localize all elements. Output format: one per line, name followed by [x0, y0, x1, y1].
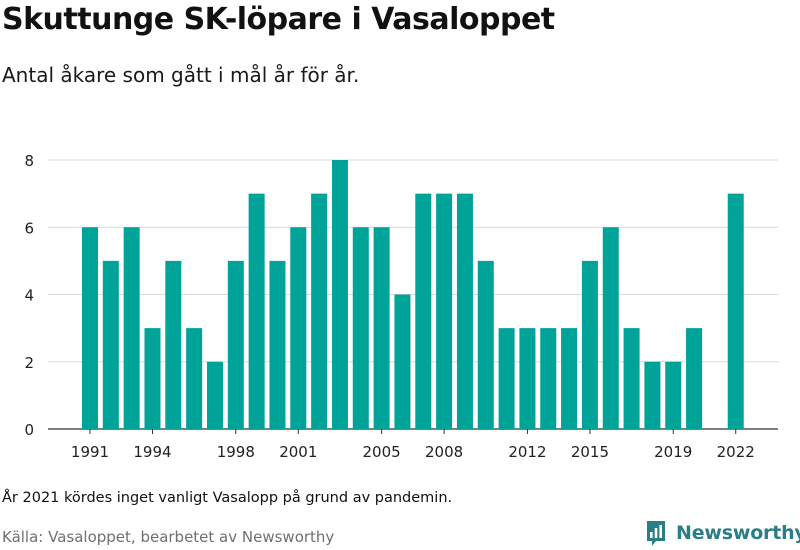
- bar-2016: [602, 227, 619, 429]
- y-tick-label: 0: [24, 421, 34, 439]
- x-tick-label: 2001: [279, 443, 317, 461]
- bar-1991: [82, 227, 98, 429]
- bar-2014: [561, 328, 578, 429]
- bar-2003: [331, 160, 348, 429]
- chart-title: Skuttunge SK-löpare i Vasaloppet: [2, 2, 555, 37]
- bar-2006: [394, 294, 411, 429]
- brand-name: Newsworthy: [676, 522, 800, 544]
- bar-2009: [456, 193, 473, 429]
- x-tick-label: 2022: [717, 443, 755, 461]
- bar-2013: [540, 328, 557, 429]
- y-tick-label: 6: [24, 219, 34, 237]
- x-axis-ticks: 1991 1994 1998 2001 2005 2008 2012 2015 2019 2022: [71, 429, 755, 461]
- bar-2000: [269, 260, 286, 429]
- bar-2005: [373, 227, 390, 429]
- y-tick-label: 2: [24, 354, 34, 372]
- y-axis-ticks: 0 2 4 6 8: [24, 152, 34, 439]
- bar-1998: [227, 260, 244, 429]
- bar-2018: [644, 361, 661, 429]
- x-tick-label: 2012: [508, 443, 546, 461]
- chart-subtitle: Antal åkare som gått i mål år för år.: [2, 63, 360, 87]
- x-tick-label: 1998: [217, 443, 255, 461]
- bar-2015: [581, 260, 598, 429]
- bar-1999: [248, 193, 265, 429]
- newsworthy-logo-icon: [647, 521, 665, 546]
- x-tick-label: 1991: [71, 443, 109, 461]
- bar-2004: [352, 227, 369, 429]
- y-tick-label: 4: [24, 287, 34, 305]
- bars: [82, 160, 744, 429]
- bar-1993: [123, 227, 140, 429]
- bar-2012: [519, 328, 536, 429]
- bar-2008: [436, 193, 453, 429]
- x-tick-label: 2019: [654, 443, 692, 461]
- y-tick-label: 8: [24, 152, 34, 170]
- source-text: Källa: Vasaloppet, bearbetet av Newswort…: [2, 528, 335, 546]
- x-tick-label: 1994: [133, 443, 171, 461]
- bar-2022: [727, 193, 744, 429]
- bar-2010: [477, 260, 494, 429]
- bar-1992: [102, 260, 119, 429]
- bar-2020: [686, 328, 703, 429]
- bar-2002: [311, 193, 328, 429]
- x-tick-label: 2015: [571, 443, 609, 461]
- bar-2017: [623, 328, 640, 429]
- footnote: År 2021 kördes inget vanligt Vasalopp på…: [2, 490, 453, 506]
- bar-1997: [206, 361, 223, 429]
- bar-2001: [290, 227, 307, 429]
- bar-2011: [498, 328, 515, 429]
- bar-1995: [165, 260, 182, 429]
- bar-1994: [144, 328, 161, 429]
- newsworthy-brand[interactable]: Newsworthy: [645, 519, 800, 547]
- bar-2007: [415, 193, 432, 429]
- x-tick-label: 2008: [425, 443, 463, 461]
- bar-2019: [665, 361, 682, 429]
- bar-1996: [186, 328, 203, 429]
- x-tick-label: 2005: [363, 443, 401, 461]
